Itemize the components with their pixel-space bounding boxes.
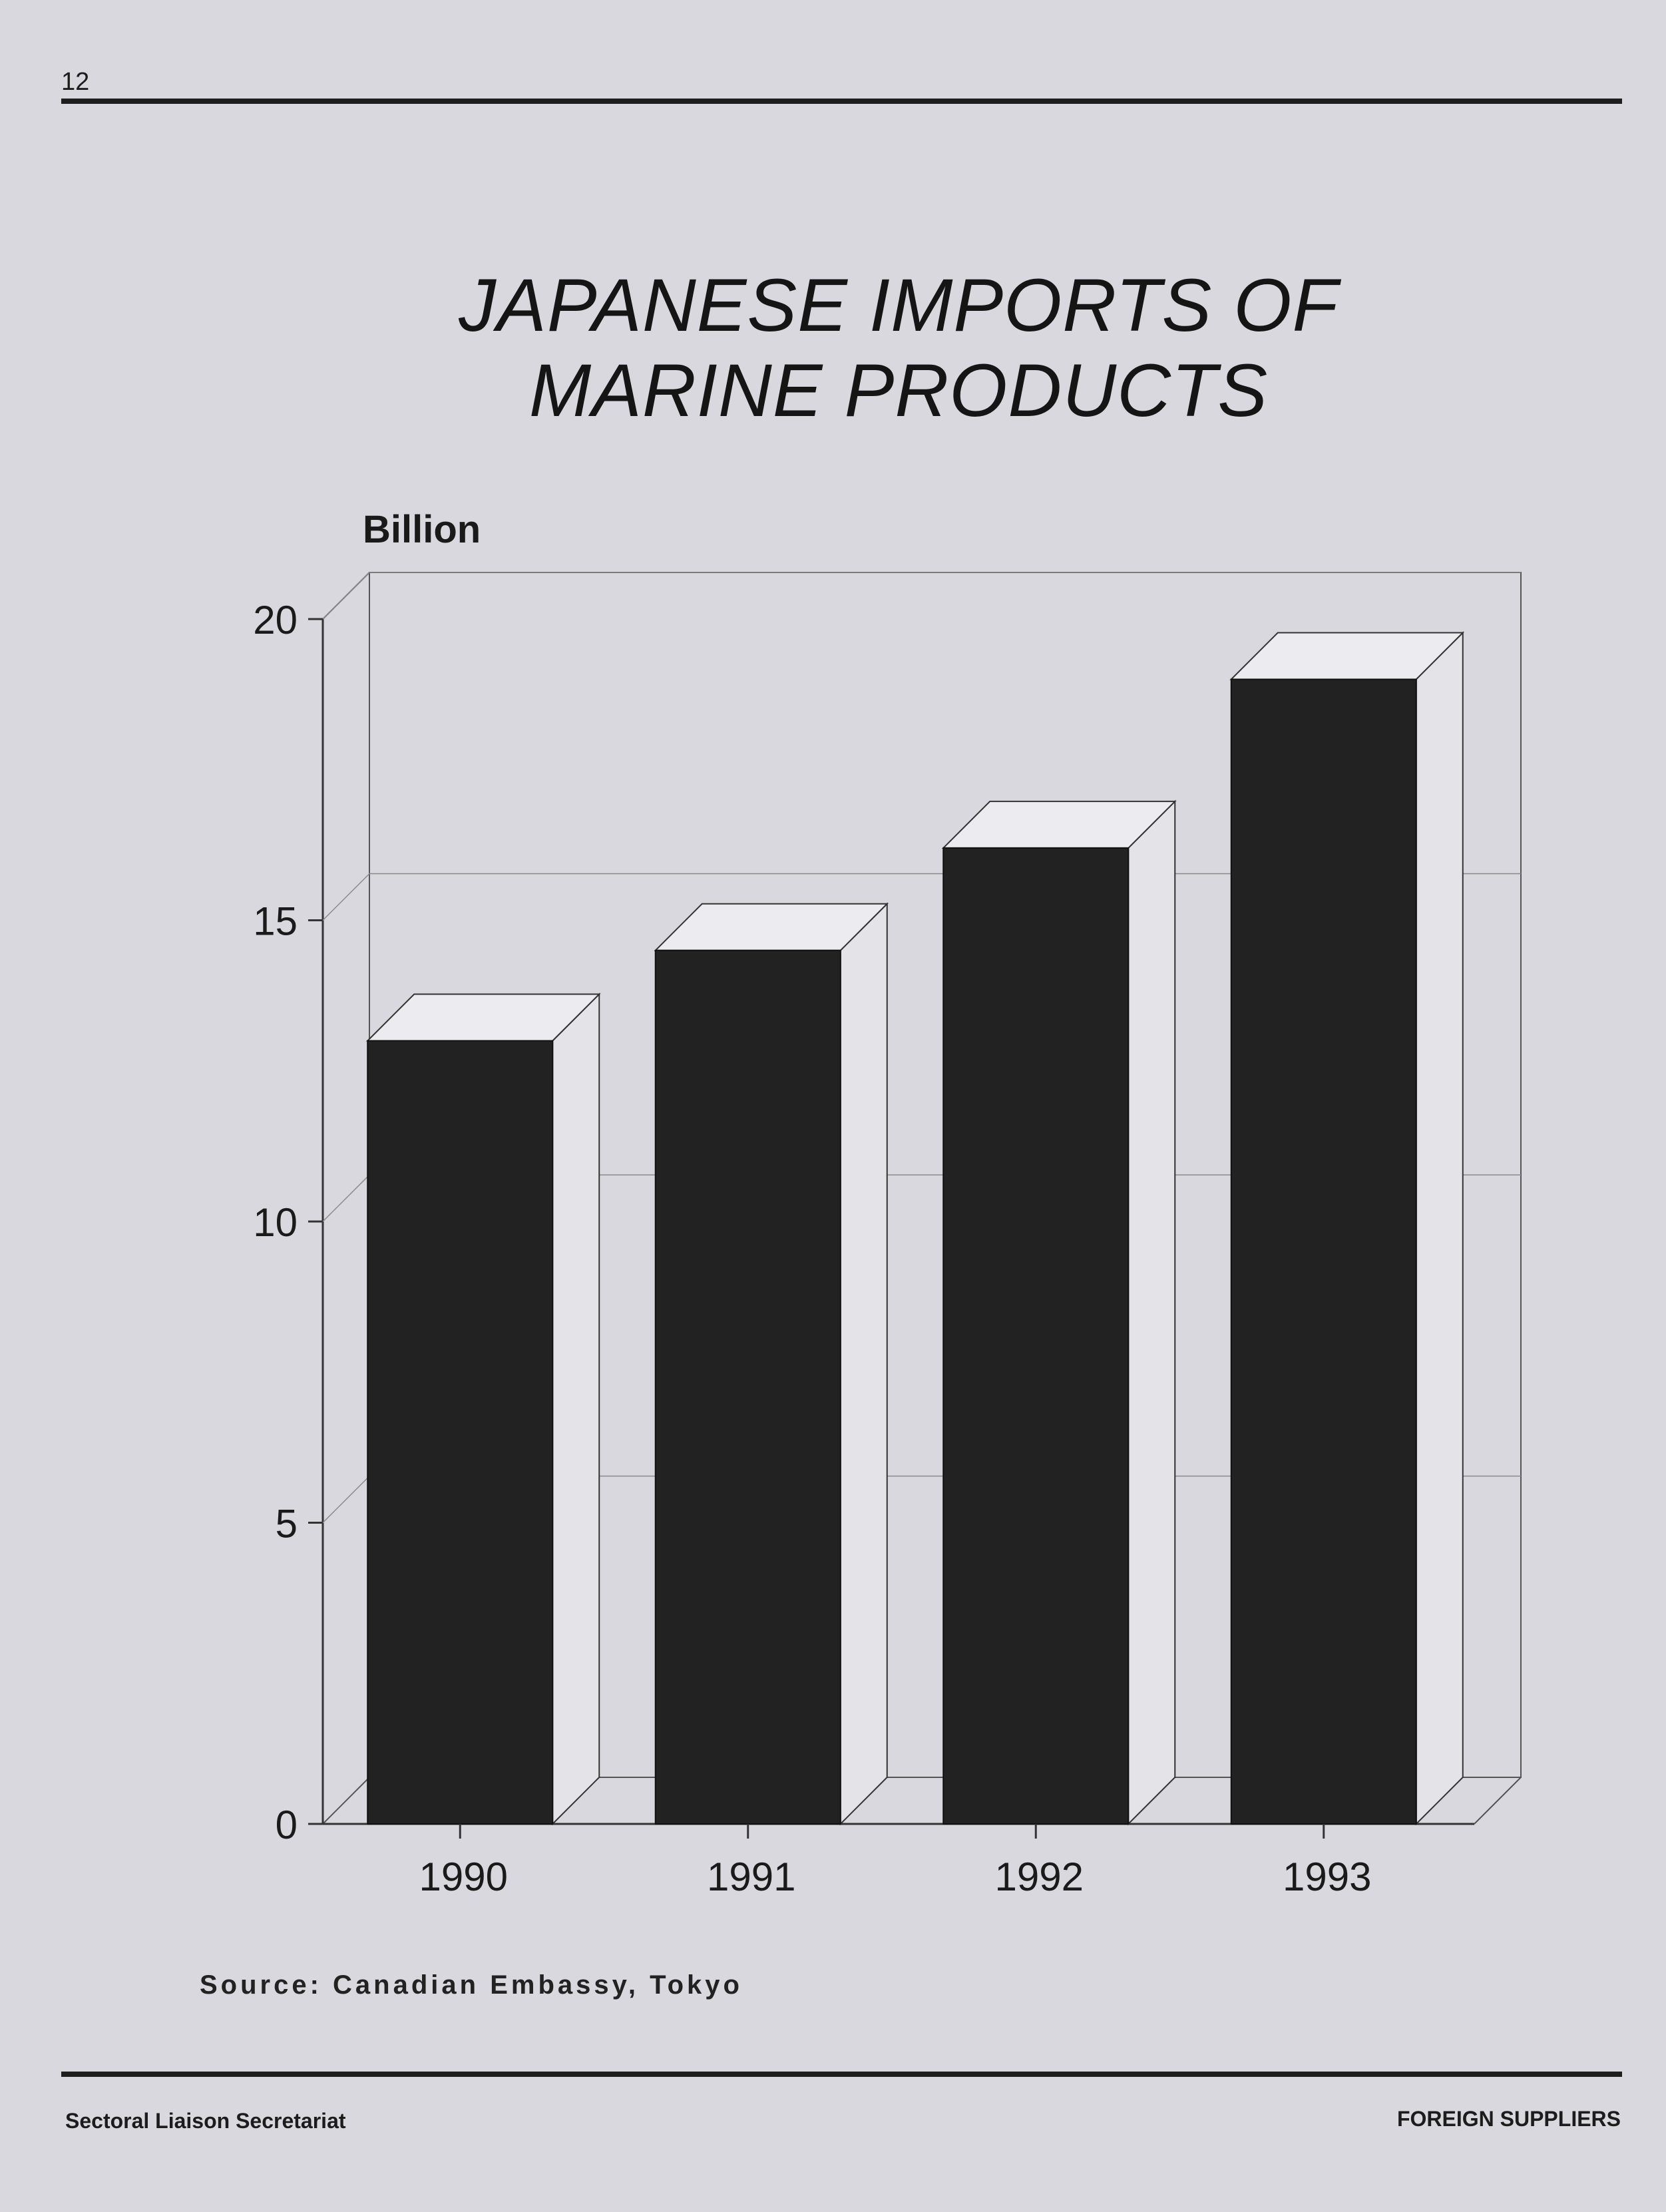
chart-title-line-1: JAPANESE IMPORTS OF — [459, 264, 1339, 347]
x-tick-label: 1991 — [707, 1855, 795, 1899]
chart-title-line-2: MARINE PRODUCTS — [528, 349, 1269, 432]
footer-rule — [61, 2072, 1622, 2077]
header-rule — [61, 99, 1622, 104]
y-tick-label: 10 — [253, 1200, 298, 1245]
y-tick-label: 5 — [276, 1502, 298, 1546]
bar-side — [1415, 631, 1464, 1826]
page-number: 12 — [61, 68, 90, 96]
x-axis-ticks: 1990 1991 1992 1993 — [419, 1824, 1371, 1899]
bar-side — [1128, 799, 1176, 1826]
x-tick-label: 1993 — [1283, 1855, 1371, 1899]
y-tick-label: 20 — [253, 598, 298, 642]
floor-right-edge — [1474, 1777, 1522, 1825]
bar-side — [552, 993, 600, 1826]
chart-title: JAPANESE IMPORTS OF MARINE PRODUCTS — [373, 263, 1424, 433]
bars — [365, 631, 1465, 1826]
x-tick-label: 1990 — [419, 1855, 508, 1899]
y-tick-label: 0 — [276, 1803, 298, 1847]
y-axis-ticks: 0 5 10 15 20 — [253, 598, 323, 1847]
y-axis-label: Billion — [363, 508, 481, 551]
source-note: Source: Canadian Embassy, Tokyo — [200, 1970, 743, 2000]
bar-side — [839, 902, 888, 1826]
gridline — [322, 572, 1521, 620]
y-tick-label: 15 — [253, 899, 298, 944]
footer-right: FOREIGN SUPPLIERS — [1396, 2107, 1621, 2131]
bar-1991 — [654, 949, 841, 1825]
bar-1993 — [1230, 678, 1417, 1825]
x-tick-label: 1992 — [995, 1855, 1084, 1899]
bar-1990 — [367, 1040, 554, 1825]
footer-left: Sectoral Liaison Secretariat — [65, 2109, 346, 2133]
floor-left-edge — [322, 1777, 370, 1825]
bar-1992 — [942, 847, 1130, 1825]
